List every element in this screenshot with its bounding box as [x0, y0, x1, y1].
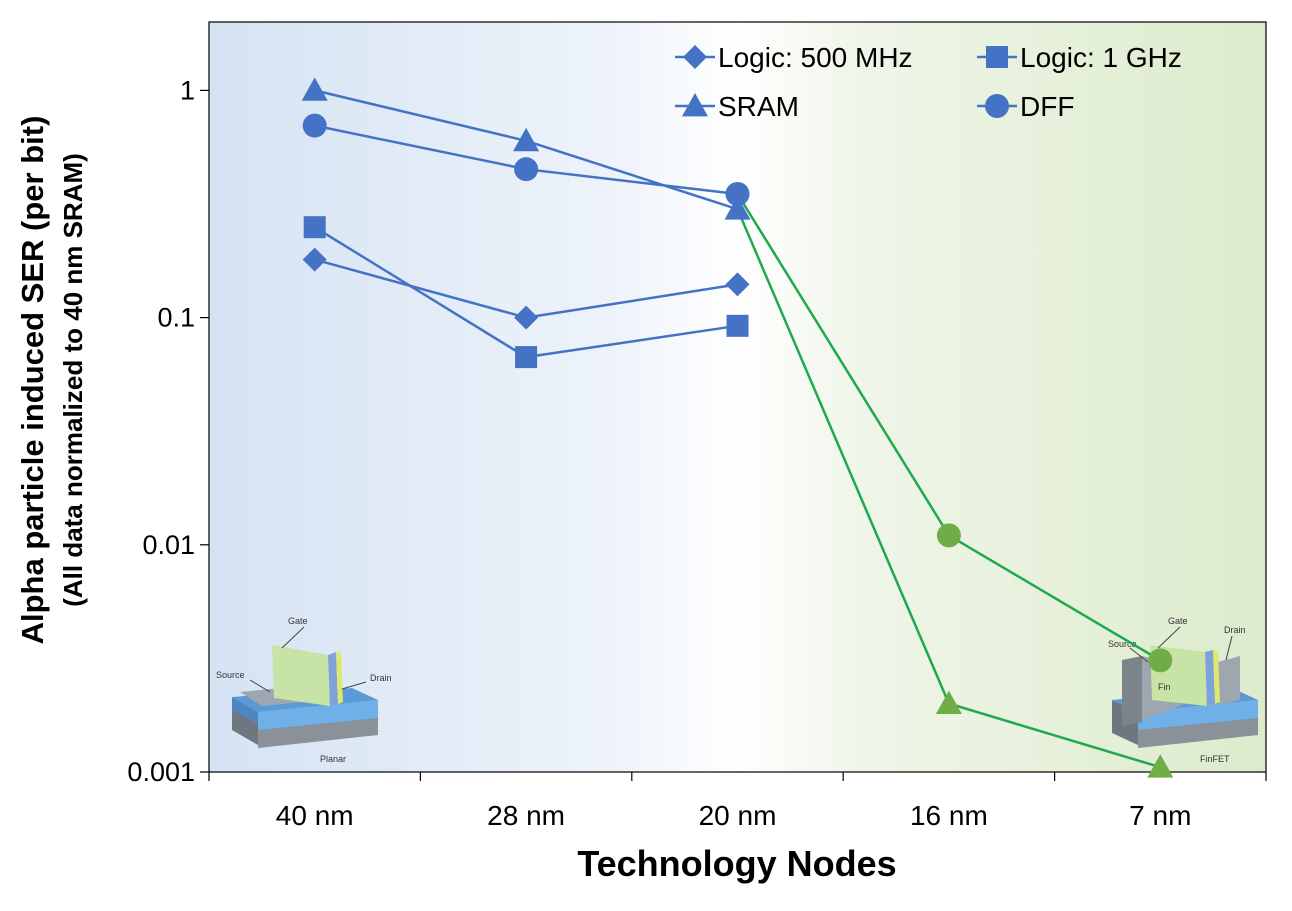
y-tick-label: 0.1	[157, 303, 195, 333]
data-point-sram	[513, 127, 540, 152]
finfet-gate-label: Gate	[1168, 616, 1188, 626]
x-tick-label: 40 nm	[276, 800, 354, 831]
x-tick-label: 16 nm	[910, 800, 988, 831]
finfet-source-label: Source	[1108, 639, 1137, 649]
legend-label-sram: SRAM	[718, 91, 799, 122]
series-line-sram	[736, 208, 951, 705]
data-point-dff	[514, 157, 539, 182]
data-point-dff	[1148, 648, 1173, 673]
y-axis-ticks: 1 0.1 0.01 0.001	[127, 75, 209, 787]
legend-marker-logic-500-mhz	[683, 45, 707, 69]
legend: Logic: 500 MHz Logic: 1 GHz SRAM DFF	[675, 42, 1182, 122]
data-point-sram	[935, 690, 962, 715]
y-tick-label: 0.01	[142, 530, 195, 560]
series-line-logic-500-mhz	[525, 283, 738, 319]
series-line-dff	[948, 534, 1161, 662]
series-line-sram	[314, 89, 527, 143]
y-tick-label: 1	[180, 75, 195, 105]
series-lines	[314, 89, 1161, 769]
legend-label-logic-1-ghz: Logic: 1 GHz	[1020, 42, 1182, 73]
data-point-dff	[725, 181, 750, 206]
legend-marker-dff	[985, 94, 1009, 118]
data-point-sram	[724, 196, 751, 220]
data-point-logic-500-mhz	[514, 305, 539, 330]
planar-gate-label: Gate	[288, 616, 308, 626]
finfet-caption: FinFET	[1200, 754, 1230, 764]
finfet-fin-label: Fin	[1158, 682, 1171, 692]
plot-background	[209, 22, 1266, 772]
series-line-logic-1-ghz	[314, 226, 527, 359]
planar-drain-label: Drain	[370, 673, 392, 683]
x-axis-ticks: 40 nm 28 nm 20 nm 16 nm 7 nm	[208, 772, 1267, 831]
plot-frame	[208, 21, 1267, 773]
y-tick-label: 0.001	[127, 757, 195, 787]
data-point-dff	[936, 523, 961, 548]
data-point-logic-1-ghz	[515, 346, 538, 369]
data-point-logic-500-mhz	[302, 247, 327, 272]
finfet-drain-label: Drain	[1224, 625, 1246, 635]
series-line-dff	[525, 167, 738, 196]
data-point-dff	[302, 113, 327, 138]
legend-label-dff: DFF	[1020, 91, 1074, 122]
series-line-logic-1-ghz	[525, 324, 738, 359]
x-tick-label: 28 nm	[487, 800, 565, 831]
data-point-logic-1-ghz	[303, 216, 326, 239]
data-point-logic-500-mhz	[725, 272, 750, 297]
x-axis-title: Technology Nodes	[577, 843, 896, 884]
legend-label-logic-500-mhz: Logic: 500 MHz	[718, 42, 913, 73]
series-line-logic-500-mhz	[314, 258, 527, 319]
finfet-transistor-illustration: Gate Source Drain Fin FinFET	[1108, 616, 1258, 764]
x-tick-label: 7 nm	[1129, 800, 1191, 831]
legend-marker-logic-1-ghz	[986, 46, 1008, 68]
data-point-sram	[1147, 754, 1174, 778]
axes: 1 0.1 0.01 0.001 40 nm 28 nm 20 nm 16 nm 7 nm	[127, 21, 1267, 831]
legend-marker-sram	[682, 93, 708, 117]
series-line-sram	[948, 702, 1161, 769]
planar-transistor-illustration: Gate Source Drain Planar	[216, 616, 392, 764]
data-point-logic-1-ghz	[726, 314, 749, 337]
x-tick-label: 20 nm	[699, 800, 777, 831]
series-line-sram	[525, 139, 738, 211]
planar-caption: Planar	[320, 754, 346, 764]
data-point-sram	[301, 77, 328, 101]
series-line-dff	[736, 193, 950, 537]
series-markers	[301, 77, 1174, 778]
planar-source-label: Source	[216, 670, 245, 680]
y-axis-subtitle: (All data normalized to 40 nm SRAM)	[58, 153, 88, 607]
series-line-dff	[314, 124, 527, 171]
y-axis-title: Alpha particle induced SER (per bit)	[15, 116, 50, 645]
